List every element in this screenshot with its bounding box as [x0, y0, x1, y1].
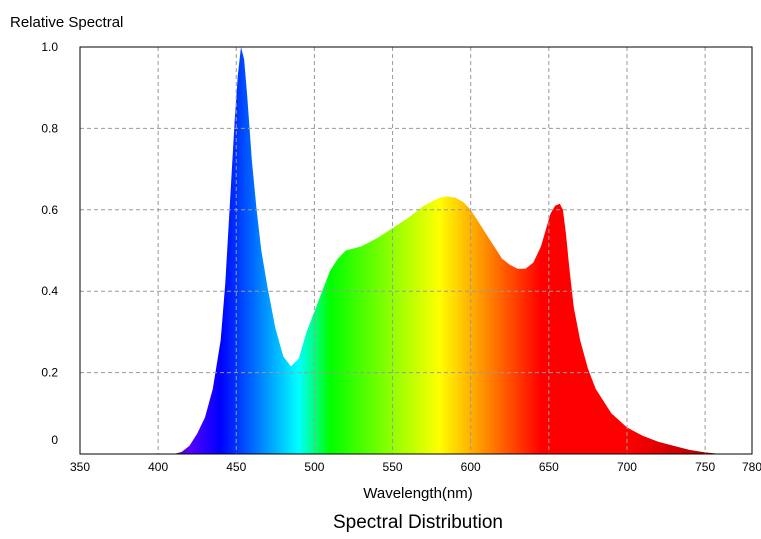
y-tick-label: 0	[51, 433, 58, 447]
x-tick-label: 550	[383, 460, 403, 474]
x-tick-label: 650	[539, 460, 559, 474]
y-tick-label: 0.2	[41, 366, 58, 380]
x-tick-label: 500	[304, 460, 324, 474]
y-tick-label: 0.8	[41, 121, 58, 135]
y-tick-label: 0.6	[41, 203, 58, 217]
x-tick-label: 700	[617, 460, 637, 474]
x-tick-label: 350	[70, 460, 90, 474]
chart-title: Spectral Distribution	[333, 512, 503, 533]
x-tick-label: 750	[695, 460, 715, 474]
x-tick-label: 450	[226, 460, 246, 474]
x-tick-label: 780	[742, 460, 761, 474]
y-tick-label: 1.0	[41, 40, 58, 54]
plot-border	[79, 46, 753, 455]
plot-area: 350 400 450 500 550 600 650 700 750 780 0 0.2 0.4 0.6…	[41, 40, 761, 474]
spectrum-area	[173, 47, 721, 454]
x-tick-label: 400	[148, 460, 168, 474]
y-axis-label: Relative Spectral	[10, 14, 123, 31]
x-tick-label: 600	[461, 460, 481, 474]
y-tick-label: 0.4	[41, 284, 58, 298]
x-axis-label: Wavelength(nm)	[363, 485, 472, 502]
